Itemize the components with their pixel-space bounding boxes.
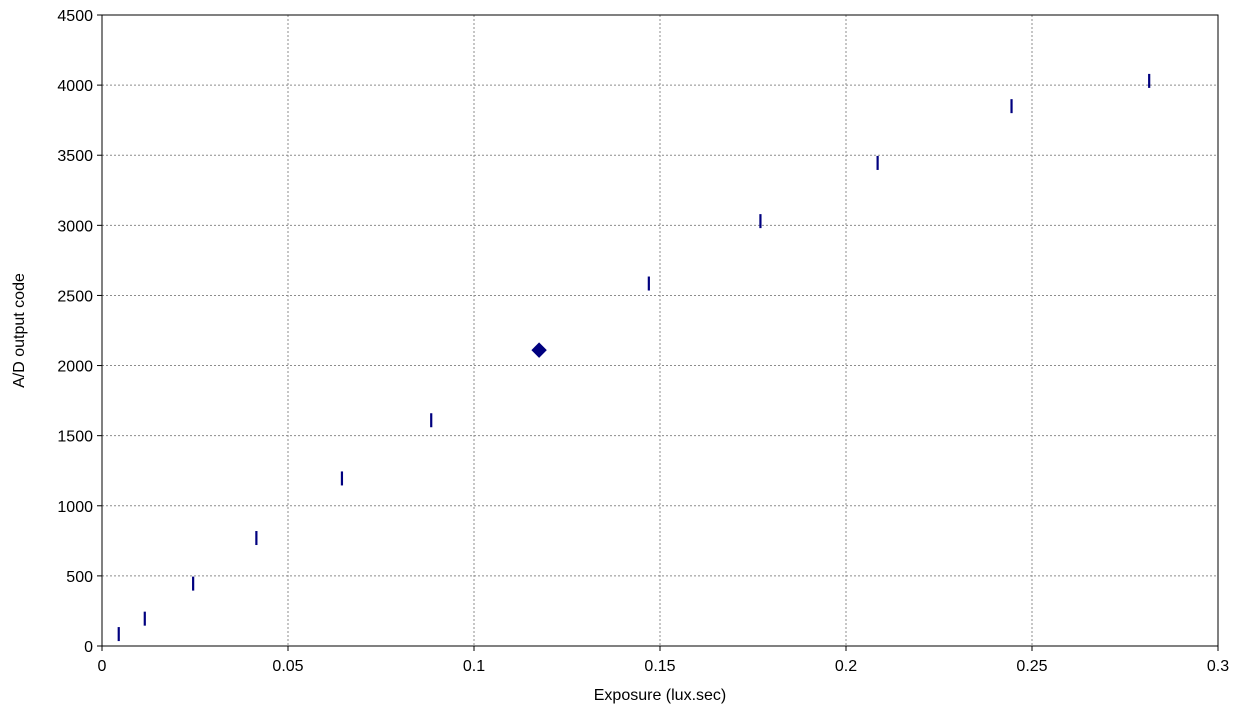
y-tick-label: 0 — [84, 639, 93, 656]
axis-ticks — [97, 14, 1219, 651]
y-tick-label: 4500 — [57, 8, 93, 25]
x-tick-label: 0.3 — [1207, 658, 1229, 675]
y-axis-title: A/D output code — [11, 273, 28, 388]
x-tick-label: 0.1 — [463, 658, 485, 675]
x-tick-label: 0 — [98, 658, 107, 675]
data-points — [117, 73, 1151, 642]
y-axis-tick-labels: 0 500 1000 1500 2000 2500 3000 3500 4000 4500 — [57, 8, 93, 656]
y-tick-label: 1500 — [57, 429, 93, 446]
y-tick-label: 1000 — [57, 499, 93, 516]
data-point-diamond — [531, 342, 547, 358]
x-tick-label: 0.25 — [1016, 658, 1047, 675]
x-tick-label: 0.05 — [272, 658, 303, 675]
grid-lines — [102, 15, 1218, 646]
x-tick-label: 0.15 — [644, 658, 675, 675]
x-axis-tick-labels: 0 0.05 0.1 0.15 0.2 0.25 0.3 — [98, 658, 1230, 675]
y-tick-label: 2000 — [57, 359, 93, 376]
y-tick-label: 3000 — [57, 218, 93, 235]
x-axis-title: Exposure (lux.sec) — [594, 687, 727, 704]
y-tick-label: 500 — [66, 569, 93, 586]
y-tick-label: 3500 — [57, 148, 93, 165]
y-tick-label: 2500 — [57, 288, 93, 305]
y-tick-label: 4000 — [57, 78, 93, 95]
x-tick-label: 0.2 — [835, 658, 857, 675]
